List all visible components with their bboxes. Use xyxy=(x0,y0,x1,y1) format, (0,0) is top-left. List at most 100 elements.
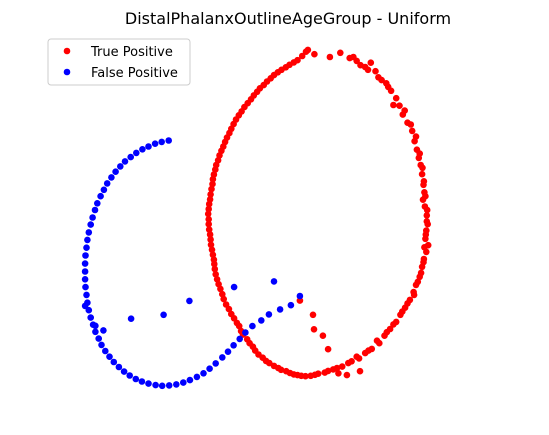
false-positive-point-45 xyxy=(83,291,90,299)
true-positive-point-105 xyxy=(419,164,426,172)
true-positive-point-93 xyxy=(298,52,306,60)
true-positive-point-127 xyxy=(307,372,315,380)
true-positive-point-116 xyxy=(404,300,411,307)
true-positive-point-107 xyxy=(422,192,429,200)
false-positive-point-61 xyxy=(108,174,115,181)
true-positive-point-7 xyxy=(367,59,375,66)
true-positive-point-162 xyxy=(253,88,261,96)
true-positive-point-119 xyxy=(383,328,391,336)
false-positive-point-49 xyxy=(81,260,89,267)
false-positive-point-25 xyxy=(173,381,180,388)
true-positive-point-150 xyxy=(206,196,214,203)
false-positive-point-54 xyxy=(87,221,94,228)
true-positive-point-143 xyxy=(211,265,219,273)
false-positive-point-46 xyxy=(82,283,89,291)
false-positive-point-64 xyxy=(121,158,129,165)
false-positive-point-21 xyxy=(200,370,207,377)
true-positive-point-157 xyxy=(226,129,233,137)
false-positive-point-71 xyxy=(165,137,172,144)
false-positive-point-57 xyxy=(94,200,101,207)
true-positive-point-126 xyxy=(314,370,322,378)
true-positive-point-125 xyxy=(324,367,332,375)
false-positive-point-24 xyxy=(180,379,187,386)
true-positive-point-71 xyxy=(206,231,214,238)
false-positive-point-3 xyxy=(160,311,167,319)
false-positive-point-47 xyxy=(81,276,89,283)
false-positive-point-22 xyxy=(193,373,201,381)
true-positive-point-106 xyxy=(420,178,428,185)
false-positive-point-39 xyxy=(95,335,102,342)
true-positive-point-130 xyxy=(282,367,290,375)
true-positive-point-156 xyxy=(221,138,229,146)
legend-marker-false-positive xyxy=(63,68,71,76)
true-positive-point-137 xyxy=(235,322,243,330)
false-positive-point-15 xyxy=(236,335,243,343)
true-positive-point-96 xyxy=(353,57,361,65)
true-positive-point-172 xyxy=(319,332,327,340)
true-positive-point-175 xyxy=(296,297,304,304)
true-positive-point-108 xyxy=(423,206,431,214)
true-positive-point-135 xyxy=(246,339,253,347)
false-positive-point-58 xyxy=(97,192,104,200)
true-positive-point-1 xyxy=(304,46,312,54)
true-positive-point-147 xyxy=(205,226,213,233)
true-positive-point-141 xyxy=(217,285,224,293)
true-positive-point-103 xyxy=(412,133,420,140)
true-positive-point-153 xyxy=(212,166,219,173)
false-positive-point-31 xyxy=(132,375,140,383)
false-positive-point-56 xyxy=(91,206,99,214)
true-positive-point-48 xyxy=(338,363,346,370)
true-positive-point-171 xyxy=(324,345,332,353)
false-positive-point-33 xyxy=(120,368,128,375)
true-positive-point-131 xyxy=(275,364,282,372)
true-positive-point-97 xyxy=(364,66,372,74)
true-positive-point-110 xyxy=(422,231,430,238)
true-positive-point-154 xyxy=(214,157,222,164)
legend: True Positive False Positive xyxy=(47,38,191,86)
points-layer xyxy=(81,46,432,390)
true-positive-point-169 xyxy=(335,370,342,377)
true-positive-point-115 xyxy=(410,291,418,299)
true-positive-point-111 xyxy=(421,244,428,251)
false-positive-point-19 xyxy=(212,360,219,367)
false-positive-point-9 xyxy=(287,301,295,309)
false-positive-point-12 xyxy=(258,317,265,324)
false-positive-point-42 xyxy=(87,314,94,321)
false-positive-point-68 xyxy=(145,143,152,150)
true-positive-point-138 xyxy=(230,315,238,322)
true-positive-point-149 xyxy=(205,205,212,213)
false-positive-point-52 xyxy=(84,236,91,244)
false-positive-point-14 xyxy=(242,329,249,336)
true-positive-point-70 xyxy=(207,241,215,249)
false-positive-point-51 xyxy=(83,244,90,251)
true-positive-point-146 xyxy=(207,236,214,243)
true-positive-point-134 xyxy=(251,347,259,354)
true-positive-point-67 xyxy=(212,271,219,278)
legend-label-false-positive: False Positive xyxy=(91,66,178,81)
false-positive-point-2 xyxy=(186,297,193,305)
true-positive-point-118 xyxy=(390,321,397,328)
false-positive-point-62 xyxy=(112,168,119,175)
false-positive-point-17 xyxy=(224,348,232,356)
false-positive-point-35 xyxy=(110,358,118,366)
true-positive-point-151 xyxy=(208,185,215,193)
false-positive-point-0 xyxy=(270,278,278,285)
true-positive-point-13 xyxy=(396,102,403,109)
true-positive-point-174 xyxy=(309,311,317,319)
true-positive-point-26 xyxy=(423,212,431,219)
true-positive-point-129 xyxy=(290,371,298,378)
false-positive-point-27 xyxy=(158,382,166,390)
false-positive-point-66 xyxy=(133,149,140,157)
true-positive-point-124 xyxy=(333,364,341,372)
true-positive-point-100 xyxy=(392,94,400,102)
true-positive-point-112 xyxy=(420,258,427,266)
true-positive-point-165 xyxy=(274,69,282,76)
false-positive-point-29 xyxy=(145,380,152,387)
true-positive-point-95 xyxy=(337,49,344,57)
false-positive-point-20 xyxy=(206,365,213,373)
true-positive-point-148 xyxy=(205,216,212,223)
true-positive-point-122 xyxy=(353,353,361,361)
true-positive-point-8 xyxy=(372,67,379,75)
legend-frame xyxy=(47,38,191,86)
